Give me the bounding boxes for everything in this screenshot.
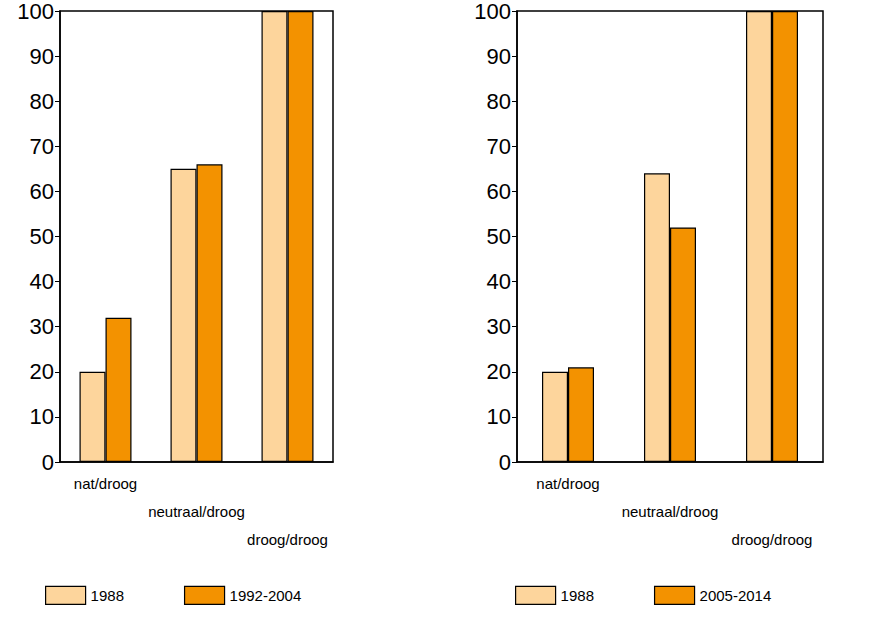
- svg-text:10: 10: [487, 404, 511, 429]
- svg-text:0: 0: [499, 450, 511, 475]
- svg-text:40: 40: [487, 269, 511, 294]
- svg-text:30: 30: [30, 314, 54, 339]
- svg-text:80: 80: [487, 89, 511, 114]
- svg-text:20: 20: [487, 359, 511, 384]
- svg-text:1988: 1988: [91, 587, 124, 604]
- svg-text:60: 60: [30, 179, 54, 204]
- svg-text:100: 100: [17, 0, 54, 24]
- svg-text:1988: 1988: [561, 587, 594, 604]
- svg-text:50: 50: [487, 224, 511, 249]
- svg-text:70: 70: [30, 134, 54, 159]
- svg-text:nat/droog: nat/droog: [536, 475, 599, 492]
- svg-text:60: 60: [487, 179, 511, 204]
- svg-text:0: 0: [42, 450, 54, 475]
- svg-text:2005-2014: 2005-2014: [700, 587, 772, 604]
- svg-text:100: 100: [474, 0, 511, 24]
- svg-text:10: 10: [30, 404, 54, 429]
- svg-text:droog/droog: droog/droog: [732, 531, 813, 548]
- svg-text:20: 20: [30, 359, 54, 384]
- svg-text:80: 80: [30, 89, 54, 114]
- svg-text:neutraal/droog: neutraal/droog: [148, 503, 245, 520]
- svg-text:droog/droog: droog/droog: [247, 531, 328, 548]
- svg-text:30: 30: [487, 314, 511, 339]
- svg-text:nat/droog: nat/droog: [74, 475, 137, 492]
- svg-text:neutraal/droog: neutraal/droog: [622, 503, 719, 520]
- svg-text:90: 90: [30, 44, 54, 69]
- svg-text:70: 70: [487, 134, 511, 159]
- svg-text:50: 50: [30, 224, 54, 249]
- svg-text:1992-2004: 1992-2004: [230, 587, 302, 604]
- svg-text:40: 40: [30, 269, 54, 294]
- svg-text:90: 90: [487, 44, 511, 69]
